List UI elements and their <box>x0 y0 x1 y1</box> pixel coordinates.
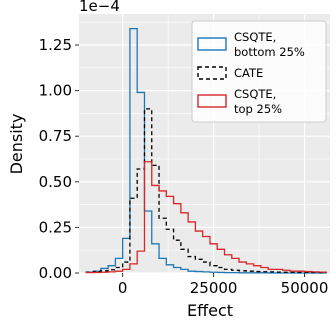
x-tick-label: 0 <box>118 279 128 297</box>
legend-label-bottom-1: CSQTE, <box>234 30 276 44</box>
legend-label-cate: CATE <box>234 66 263 80</box>
legend-swatch-bottom <box>197 37 227 51</box>
series-layer <box>85 27 328 274</box>
y-tick-label: 0.50 <box>39 173 72 191</box>
y-scale-label: 1e−4 <box>79 0 120 15</box>
y-tick-label: 1.00 <box>39 82 72 100</box>
series-step-0 <box>85 27 327 274</box>
x-axis-label: Effect <box>187 301 233 320</box>
legend-label-top-2: top 25% <box>234 102 282 116</box>
legend-swatch-cate <box>197 66 227 80</box>
y-axis-label: Density <box>7 114 26 175</box>
legend-swatch-top <box>197 94 227 108</box>
x-tick-label: 25000 <box>190 279 238 297</box>
y-tick-label: 0.00 <box>39 264 72 282</box>
legend: CSQTE, bottom 25% CATE CSQTE, top 25% <box>191 20 327 123</box>
legend-label-bottom-2: bottom 25% <box>234 45 305 59</box>
series-step-1 <box>85 108 328 274</box>
y-tick-label: 0.25 <box>39 218 72 236</box>
y-tick-label: 1.25 <box>39 36 72 54</box>
series-step-2 <box>85 161 328 274</box>
axis-ticks: 0.00 0.25 0.50 0.75 1.00 1.25 0 25000 50000 <box>39 36 329 297</box>
legend-label-top-1: CSQTE, <box>234 87 276 101</box>
y-tick-label: 0.75 <box>39 127 72 145</box>
x-tick-label: 50000 <box>281 279 329 297</box>
